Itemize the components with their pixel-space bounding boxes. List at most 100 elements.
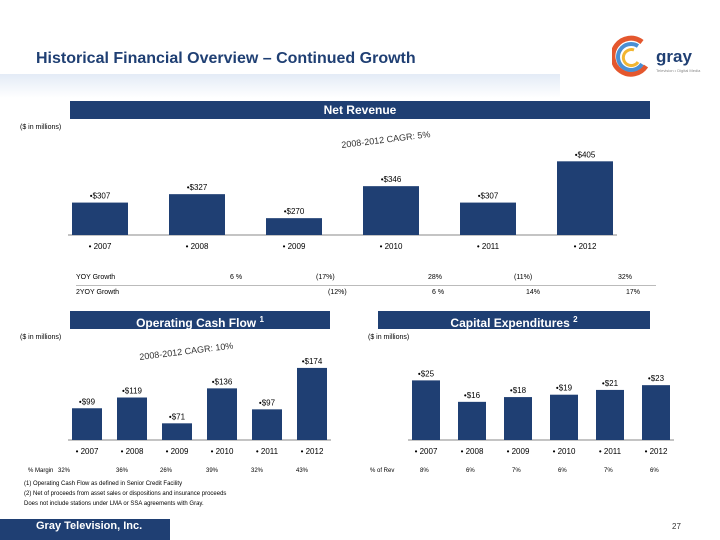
net-revenue-label-2012: •$405 <box>575 150 596 159</box>
ocf-label-2008: •$119 <box>122 387 143 396</box>
yoy-value-2: (17%) <box>316 274 335 281</box>
ocf-label-2010: •$136 <box>212 377 233 386</box>
net-revenue-header: Net Revenue <box>70 101 650 119</box>
logo-wordmark: gray <box>656 47 692 66</box>
title-underline <box>0 74 560 98</box>
capex-rev-2: 7% <box>512 468 521 474</box>
footer-company: Gray Television, Inc. <box>36 520 143 532</box>
two-yoy-growth-label: 2YOY Growth <box>76 289 120 296</box>
ocf-margin-label: % Margin <box>28 468 54 474</box>
net-revenue-label-2009: •$270 <box>284 207 305 216</box>
capex-bar-2007 <box>412 380 440 440</box>
yoy-divider <box>76 285 656 286</box>
capex-rev-1: 6% <box>466 468 475 474</box>
capex-label-2011: •$21 <box>602 379 619 388</box>
two-yoy-value-4: 14% <box>526 289 541 296</box>
capex-category-2011: • 2011 <box>599 447 622 456</box>
ocf-category-2009: • 2009 <box>166 447 189 456</box>
ocf-category-2012: • 2012 <box>301 447 324 456</box>
capex-category-2010: • 2010 <box>553 447 576 456</box>
gray-logo: gray Television • Digital Media <box>610 32 708 80</box>
yoy-value-3: 28% <box>428 274 443 281</box>
yoy-value-1: 6 % <box>230 274 243 281</box>
net-revenue-bar-2009 <box>266 218 322 235</box>
capex-header-title: Capital Expenditures <box>450 316 570 330</box>
capex-label-2008: •$16 <box>464 391 481 400</box>
net-revenue-label-2011: •$307 <box>478 192 499 201</box>
ocf-unit: ($ in millions) <box>20 334 62 341</box>
capex-bar-2008 <box>458 401 486 440</box>
capex-bar-2009 <box>504 397 532 440</box>
ocf-category-2010: • 2010 <box>211 447 234 456</box>
footnote-2: (2) Net of proceeds from asset sales or … <box>24 491 227 497</box>
capex-bar-2011 <box>596 389 624 440</box>
capex-label-2012: •$23 <box>648 374 665 383</box>
ocf-bar-2008 <box>117 397 147 440</box>
net-revenue-chart: •$307 • 2007 •$327 • 2008 •$270 • 2009 •$346 • … <box>68 150 617 251</box>
capex-unit: ($ in millions) <box>368 334 410 341</box>
ocf-margin-4: 32% <box>251 468 264 474</box>
footnote-1: (1) Operating Cash Flow as defined in Se… <box>24 481 183 487</box>
capex-category-2007: • 2007 <box>415 447 438 456</box>
ocf-header: Operating Cash Flow 1 <box>70 311 330 330</box>
capex-bar-2012 <box>642 385 670 440</box>
page-number: 27 <box>672 522 681 531</box>
ocf-bar-2009 <box>162 423 192 440</box>
ocf-category-2007: • 2007 <box>76 447 99 456</box>
net-revenue-category-2010: • 2010 <box>380 242 403 251</box>
ocf-footnote-mark: 1 <box>259 315 264 324</box>
ocf-margin-3: 39% <box>206 468 219 474</box>
capex-label-2009: •$18 <box>510 386 527 395</box>
ocf-label-2009: •$71 <box>169 412 186 421</box>
net-revenue-category-2008: • 2008 <box>186 242 209 251</box>
net-revenue-bar-2010 <box>363 186 419 235</box>
capex-chart: •$25 • 2007 •$16 • 2008 •$18 • 2009 •$19 • 2010… <box>408 369 674 456</box>
yoy-value-5: 32% <box>618 274 633 281</box>
net-revenue-category-2012: • 2012 <box>574 242 597 251</box>
ocf-bar-2012 <box>297 367 327 440</box>
ocf-label-2012: •$174 <box>302 357 323 366</box>
capex-label-2007: •$25 <box>418 369 435 378</box>
footnote-3: Does not include stations under LMA or S… <box>24 501 204 507</box>
ocf-bar-2010 <box>207 388 237 440</box>
net-revenue-category-2007: • 2007 <box>89 242 112 251</box>
net-revenue-category-2009: • 2009 <box>283 242 306 251</box>
net-revenue-label-2008: •$327 <box>187 183 208 192</box>
ocf-category-2008: • 2008 <box>121 447 144 456</box>
capex-header: Capital Expenditures 2 <box>378 311 650 330</box>
yoy-value-4: (11%) <box>514 274 533 281</box>
capex-rev-0: 8% <box>420 468 429 474</box>
capex-rev-5: 6% <box>650 468 659 474</box>
ocf-margin-5: 43% <box>296 468 309 474</box>
ocf-chart: •$99 • 2007 •$119 • 2008 •$71 • 2009 •$136 • 20… <box>68 357 331 456</box>
capex-rev-3: 6% <box>558 468 567 474</box>
ocf-margin-1: 36% <box>116 468 129 474</box>
capex-label-2010: •$19 <box>556 384 573 393</box>
capex-category-2012: • 2012 <box>645 447 668 456</box>
capex-bar-2010 <box>550 394 578 440</box>
net-revenue-bar-2008 <box>169 194 225 235</box>
two-yoy-value-5: 17% <box>626 289 641 296</box>
net-revenue-unit: ($ in millions) <box>20 124 62 131</box>
ocf-margin-0: 32% <box>58 468 71 474</box>
footer-band <box>0 519 170 540</box>
capex-rev-4: 7% <box>604 468 613 474</box>
net-revenue-bar-2011 <box>460 202 516 235</box>
two-yoy-value-2: (12%) <box>328 289 347 296</box>
ocf-label-2007: •$99 <box>79 397 96 406</box>
page-title: Historical Financial Overview – Continue… <box>36 50 416 67</box>
ocf-bar-2007 <box>72 408 102 440</box>
capex-category-2009: • 2009 <box>507 447 530 456</box>
logo-tagline: Television • Digital Media <box>656 68 701 73</box>
net-revenue-label-2010: •$346 <box>381 175 402 184</box>
ocf-label-2011: •$97 <box>259 398 276 407</box>
ocf-margin-2: 26% <box>160 468 173 474</box>
ocf-category-2011: • 2011 <box>256 447 279 456</box>
net-revenue-bar-2012 <box>557 161 613 235</box>
two-yoy-value-3: 6 % <box>432 289 445 296</box>
net-revenue-category-2011: • 2011 <box>477 242 500 251</box>
ocf-header-title: Operating Cash Flow <box>136 316 257 330</box>
yoy-growth-label: YOY Growth <box>76 274 116 281</box>
logo-mark-icon <box>610 35 649 77</box>
ocf-bar-2011 <box>252 409 282 440</box>
